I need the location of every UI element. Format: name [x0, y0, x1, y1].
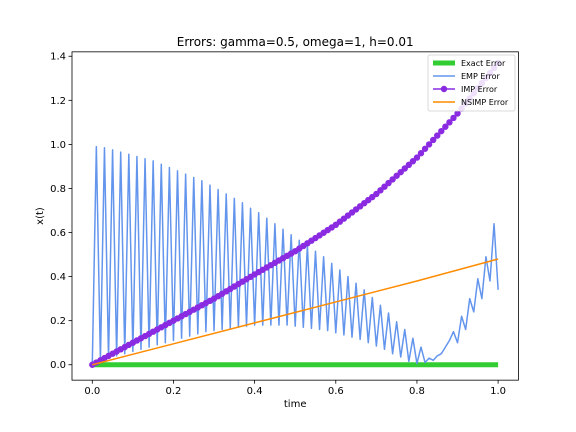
y-tick-label: 0.4 — [50, 272, 66, 283]
legend-label: NSIMP Error — [461, 98, 509, 107]
series-point — [429, 136, 437, 144]
x-tick-label: 0.8 — [409, 386, 425, 397]
series-point — [454, 110, 461, 117]
x-axis: 0.0 0.2 0.4 0.6 0.8 1.0 — [84, 380, 506, 397]
y-tick-label: 0.2 — [50, 316, 66, 327]
legend-box — [427, 54, 516, 112]
series-point — [446, 119, 453, 126]
y-axis-label: x(t) — [35, 207, 46, 225]
series-point — [434, 132, 441, 139]
series-point — [413, 154, 421, 161]
legend-label: IMP Error — [461, 85, 498, 94]
legend-label: Exact Error — [461, 59, 506, 68]
y-tick-label: 0.8 — [50, 184, 66, 195]
series-point — [421, 145, 429, 152]
y-tick-label: 0.6 — [50, 228, 66, 239]
x-tick-label: 1.0 — [490, 386, 506, 397]
y-tick-label: 0.0 — [50, 360, 66, 371]
plot-frame — [71, 51, 519, 381]
x-axis-label: time — [284, 399, 307, 410]
x-tick-label: 0.2 — [166, 386, 182, 397]
series-point — [417, 150, 425, 157]
y-tick-label: 1.0 — [50, 140, 66, 151]
series-point — [425, 141, 433, 148]
chart-title: Errors: gamma=0.5, omega=1, h=0.01 — [177, 35, 414, 49]
x-tick-label: 0.4 — [247, 386, 263, 397]
series-line-1 — [91, 145, 499, 365]
y-axis: 0.0 0.2 0.4 0.6 0.8 1.0 1.2 1.4 — [50, 52, 72, 371]
series-line-3 — [92, 258, 499, 366]
y-tick-label: 1.4 — [50, 52, 66, 63]
legend-marker — [440, 85, 448, 93]
series-point — [438, 127, 445, 135]
plot-area — [89, 59, 502, 368]
series-point — [450, 114, 457, 122]
y-tick-label: 1.2 — [50, 96, 66, 107]
x-tick-label: 0.6 — [328, 386, 344, 397]
legend: Exact Error EMP Error IMP Error NSIMP Error — [427, 54, 516, 112]
series-point — [442, 123, 449, 130]
legend-label: EMP Error — [461, 72, 501, 81]
x-tick-label: 0.0 — [84, 386, 100, 397]
